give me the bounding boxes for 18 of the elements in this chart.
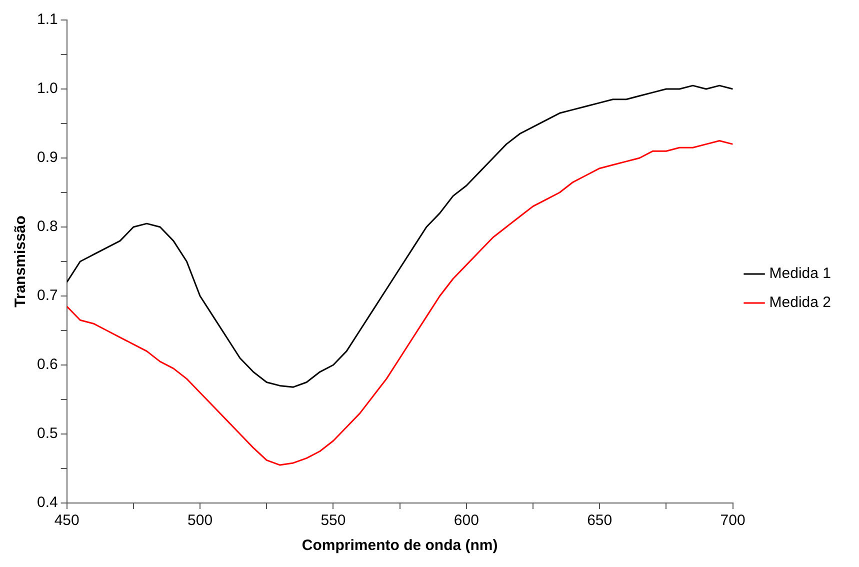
y-tick-label: 0.6: [36, 356, 58, 374]
y-tick-label: 0.7: [36, 287, 58, 304]
x-tick-label: 700: [720, 512, 746, 530]
y-tick-label: 0.4: [36, 494, 58, 512]
legend-label: Medida 1: [769, 265, 832, 282]
y-axis-title: Transmissão: [12, 216, 30, 308]
x-tick-label: 550: [320, 512, 346, 530]
legend-label: Medida 2: [769, 294, 832, 312]
y-tick-label: 0.5: [36, 425, 58, 442]
x-axis-title: Comprimento de onda (nm): [302, 537, 498, 554]
y-tick-label: 0.9: [36, 149, 58, 166]
y-tick-label: 1.1: [36, 11, 58, 28]
y-tick-label: 1.0: [36, 80, 58, 98]
x-tick-label: 600: [454, 512, 479, 530]
y-tick-label: 0.8: [36, 218, 58, 236]
x-tick-label: 500: [188, 512, 213, 530]
x-tick-label: 450: [54, 512, 80, 530]
x-tick-label: 650: [587, 512, 612, 530]
